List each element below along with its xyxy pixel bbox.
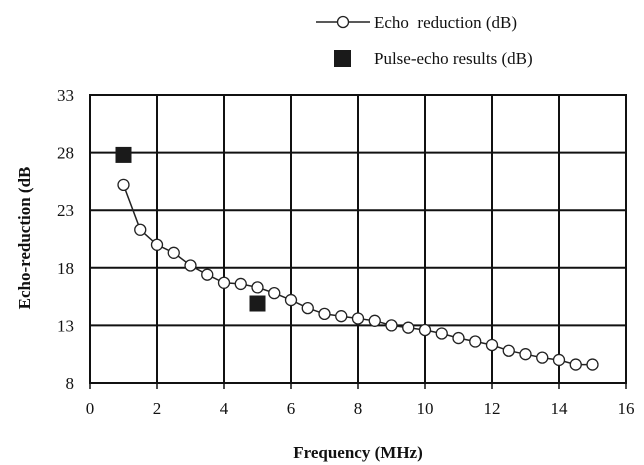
echo-reduction-point (586, 358, 599, 371)
pulse-echo-point (249, 295, 266, 312)
echo-reduction-point (519, 348, 532, 361)
x-tick-label: 14 (551, 399, 569, 418)
echo-reduction-point (368, 314, 381, 327)
y-tick-label: 28 (57, 144, 74, 163)
echo-reduction-point (301, 301, 314, 315)
legend-square-swatch (334, 50, 351, 67)
y-tick-label: 23 (57, 201, 74, 220)
x-tick-label: 10 (417, 399, 434, 418)
pulse-echo-point (115, 146, 132, 163)
echo-reduction-point (117, 178, 130, 192)
x-tick-label: 0 (86, 399, 95, 418)
x-tick-label: 16 (618, 399, 635, 418)
echo-reduction-point (452, 331, 465, 345)
echo-reduction-point (184, 259, 197, 272)
echo-reduction-point (335, 310, 348, 323)
echo-reduction-point (234, 277, 247, 291)
y-axis-title: Echo-reduction (dB (15, 167, 34, 310)
echo-reduction-point (385, 319, 398, 332)
y-axis-ticks: 8 13 18 23 28 33 (57, 86, 74, 393)
echo-reduction-point (150, 238, 164, 251)
echo-reduction-point (251, 281, 264, 294)
echo-reduction-point (284, 293, 298, 307)
echo-reduction-point (469, 335, 482, 348)
x-axis-ticks: 0 2 4 6 8 10 12 14 16 (86, 383, 635, 418)
echo-reduction-point (217, 276, 231, 289)
x-axis-title: Frequency (MHz) (293, 443, 423, 462)
echo-reduction-point (351, 312, 365, 325)
legend-label-pulse-echo: Pulse-echo results (dB) (374, 49, 533, 68)
x-tick-label: 6 (287, 399, 296, 418)
series-layer (115, 146, 599, 371)
echo-reduction-point (552, 353, 566, 367)
echo-reduction-point (134, 223, 147, 236)
x-tick-label: 2 (153, 399, 162, 418)
echo-reduction-point (201, 268, 214, 281)
echo-reduction-point (502, 344, 515, 357)
echo-reduction-point (485, 338, 499, 352)
echo-reduction-point (318, 307, 331, 321)
echo-reduction-point (167, 246, 180, 259)
echo-reduction-point (418, 323, 432, 337)
y-tick-label: 8 (66, 374, 75, 393)
grid-lines (89, 94, 627, 384)
y-tick-label: 13 (57, 316, 74, 335)
echo-reduction-point (402, 321, 415, 334)
y-tick-label: 33 (57, 86, 74, 105)
echo-reduction-point (569, 358, 582, 371)
legend-circle-swatch (336, 15, 350, 29)
x-tick-label: 4 (220, 399, 229, 418)
echo-reduction-point (435, 327, 448, 340)
echo-reduction-point (268, 286, 281, 300)
legend: Echo reduction (dB) Pulse-echo results (d… (316, 13, 533, 68)
x-tick-label: 12 (484, 399, 501, 418)
y-tick-label: 18 (57, 259, 74, 278)
echo-reduction-point (536, 351, 549, 364)
legend-label-echo-reduction: Echo reduction (dB) (374, 13, 517, 32)
x-tick-label: 8 (354, 399, 363, 418)
